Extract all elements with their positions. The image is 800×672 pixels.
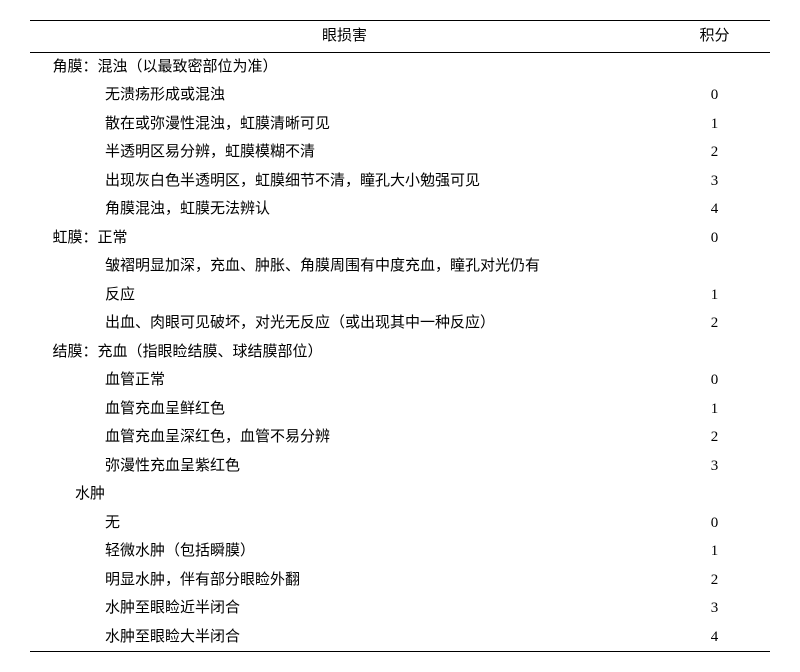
row-description: 明显水肿，伴有部分眼睑外翻 — [30, 566, 659, 595]
row-description: 无溃疡形成或混浊 — [30, 81, 659, 110]
row-score: 0 — [659, 224, 770, 253]
row-score — [659, 52, 770, 81]
row-description: 无 — [30, 509, 659, 538]
row-description: 弥漫性充血呈紫红色 — [30, 452, 659, 481]
table-row: 水肿至眼睑大半闭合4 — [30, 623, 770, 652]
table-row: 出血、肉眼可见破坏，对光无反应（或出现其中一种反应）2 — [30, 309, 770, 338]
table-row: 无0 — [30, 509, 770, 538]
table-row: 水肿至眼睑近半闭合3 — [30, 594, 770, 623]
table-row: 角膜：混浊（以最致密部位为准） — [30, 52, 770, 81]
row-score: 4 — [659, 623, 770, 652]
row-description: 水肿至眼睑大半闭合 — [30, 623, 659, 652]
row-score — [659, 480, 770, 509]
table-row: 弥漫性充血呈紫红色3 — [30, 452, 770, 481]
table-row: 虹膜：正常0 — [30, 224, 770, 253]
row-description: 出血、肉眼可见破坏，对光无反应（或出现其中一种反应） — [30, 309, 659, 338]
table-row: 血管正常0 — [30, 366, 770, 395]
row-score: 0 — [659, 509, 770, 538]
row-score — [659, 252, 770, 281]
row-description: 反应 — [30, 281, 659, 310]
row-score: 2 — [659, 309, 770, 338]
table-row: 明显水肿，伴有部分眼睑外翻2 — [30, 566, 770, 595]
row-description: 血管充血呈鲜红色 — [30, 395, 659, 424]
row-score: 3 — [659, 167, 770, 196]
table-row: 出现灰白色半透明区，虹膜细节不清，瞳孔大小勉强可见3 — [30, 167, 770, 196]
row-score: 1 — [659, 395, 770, 424]
row-score: 0 — [659, 366, 770, 395]
row-score: 1 — [659, 110, 770, 139]
row-score — [659, 338, 770, 367]
table-row: 角膜混浊，虹膜无法辨认4 — [30, 195, 770, 224]
table-row: 反应1 — [30, 281, 770, 310]
row-description: 水肿 — [30, 480, 659, 509]
row-score: 2 — [659, 566, 770, 595]
row-description: 皱褶明显加深，充血、肿胀、角膜周围有中度充血，瞳孔对光仍有 — [30, 252, 659, 281]
row-description: 半透明区易分辨，虹膜模糊不清 — [30, 138, 659, 167]
row-score: 2 — [659, 138, 770, 167]
row-description: 血管充血呈深红色，血管不易分辨 — [30, 423, 659, 452]
row-score: 0 — [659, 81, 770, 110]
table-row: 血管充血呈鲜红色1 — [30, 395, 770, 424]
table-row: 结膜：充血（指眼睑结膜、球结膜部位） — [30, 338, 770, 367]
table-row: 散在或弥漫性混浊，虹膜清晰可见1 — [30, 110, 770, 139]
row-score: 4 — [659, 195, 770, 224]
row-score: 3 — [659, 594, 770, 623]
row-description: 散在或弥漫性混浊，虹膜清晰可见 — [30, 110, 659, 139]
row-description: 水肿至眼睑近半闭合 — [30, 594, 659, 623]
row-score: 2 — [659, 423, 770, 452]
header-score: 积分 — [659, 21, 770, 53]
row-description: 出现灰白色半透明区，虹膜细节不清，瞳孔大小勉强可见 — [30, 167, 659, 196]
row-description: 血管正常 — [30, 366, 659, 395]
row-description: 虹膜：正常 — [30, 224, 659, 253]
eye-damage-scoring-table: 眼损害 积分 角膜：混浊（以最致密部位为准）无溃疡形成或混浊0散在或弥漫性混浊，… — [30, 20, 770, 652]
row-description: 结膜：充血（指眼睑结膜、球结膜部位） — [30, 338, 659, 367]
row-score: 3 — [659, 452, 770, 481]
row-score: 1 — [659, 537, 770, 566]
table-row: 水肿 — [30, 480, 770, 509]
table-header-row: 眼损害 积分 — [30, 21, 770, 53]
table-row: 血管充血呈深红色，血管不易分辨2 — [30, 423, 770, 452]
table-row: 轻微水肿（包括瞬膜）1 — [30, 537, 770, 566]
table-row: 皱褶明显加深，充血、肿胀、角膜周围有中度充血，瞳孔对光仍有 — [30, 252, 770, 281]
row-description: 角膜混浊，虹膜无法辨认 — [30, 195, 659, 224]
header-damage: 眼损害 — [30, 21, 659, 53]
table-row: 无溃疡形成或混浊0 — [30, 81, 770, 110]
row-description: 角膜：混浊（以最致密部位为准） — [30, 52, 659, 81]
row-score: 1 — [659, 281, 770, 310]
table-row: 半透明区易分辨，虹膜模糊不清2 — [30, 138, 770, 167]
row-description: 轻微水肿（包括瞬膜） — [30, 537, 659, 566]
